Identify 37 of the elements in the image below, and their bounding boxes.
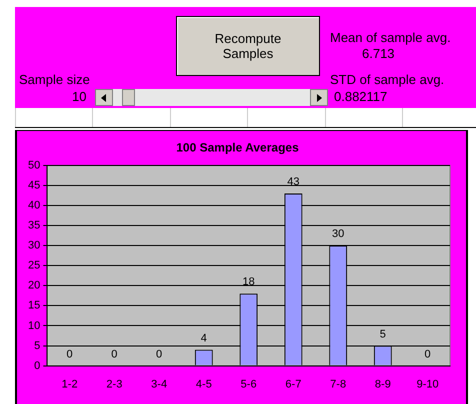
y-tick-label: 20 xyxy=(28,280,40,292)
data-label: 0 xyxy=(66,348,73,360)
x-tick-label: 4-5 xyxy=(196,378,212,390)
y-tick-label: 15 xyxy=(28,300,40,312)
x-tick-label: 5-6 xyxy=(240,378,257,390)
data-label: 4 xyxy=(200,332,207,344)
data-label: 43 xyxy=(287,176,300,188)
y-tick-label: 5 xyxy=(34,340,40,352)
data-label: 18 xyxy=(242,276,255,288)
y-tick-label: 30 xyxy=(28,240,40,252)
x-tick-label: 9-10 xyxy=(416,378,439,390)
data-label: 5 xyxy=(380,328,386,340)
x-tick-label: 3-4 xyxy=(151,378,168,390)
text: Recompute Samples xyxy=(214,31,282,61)
data-label: 0 xyxy=(156,348,162,360)
data-label: 30 xyxy=(332,228,344,240)
text: STD of sample avg. xyxy=(330,72,444,87)
x-tick-label: 8-9 xyxy=(374,378,391,390)
chart-title: 100 Sample Averages xyxy=(176,140,300,155)
y-tick-label: 40 xyxy=(28,200,40,212)
y-tick-label: 0 xyxy=(34,360,40,372)
y-tick-label: 10 xyxy=(28,320,40,332)
x-tick-label: 6-7 xyxy=(285,378,302,390)
text: Mean of sample avg. xyxy=(330,30,451,45)
data-label: 0 xyxy=(424,348,431,360)
y-tick-label: 50 xyxy=(28,159,40,172)
text: Sample size xyxy=(19,72,90,87)
text: 6.713 xyxy=(362,46,395,61)
x-tick-label: 1-2 xyxy=(62,378,78,390)
y-tick-label: 25 xyxy=(28,260,40,272)
data-label: 0 xyxy=(111,348,118,360)
x-tick-label: 2-3 xyxy=(106,378,122,390)
y-tick-label: 35 xyxy=(28,220,40,232)
x-tick-label: 7-8 xyxy=(330,378,346,390)
y-tick-label: 45 xyxy=(28,179,40,192)
text: 10 xyxy=(72,89,86,104)
text: 0.882117 xyxy=(334,89,388,104)
